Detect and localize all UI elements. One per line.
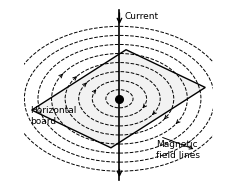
Text: Magnetic
field lines: Magnetic field lines [156,140,200,160]
Polygon shape [32,50,205,148]
Text: Current: Current [124,12,158,21]
Text: Horizontal
board: Horizontal board [30,106,76,126]
